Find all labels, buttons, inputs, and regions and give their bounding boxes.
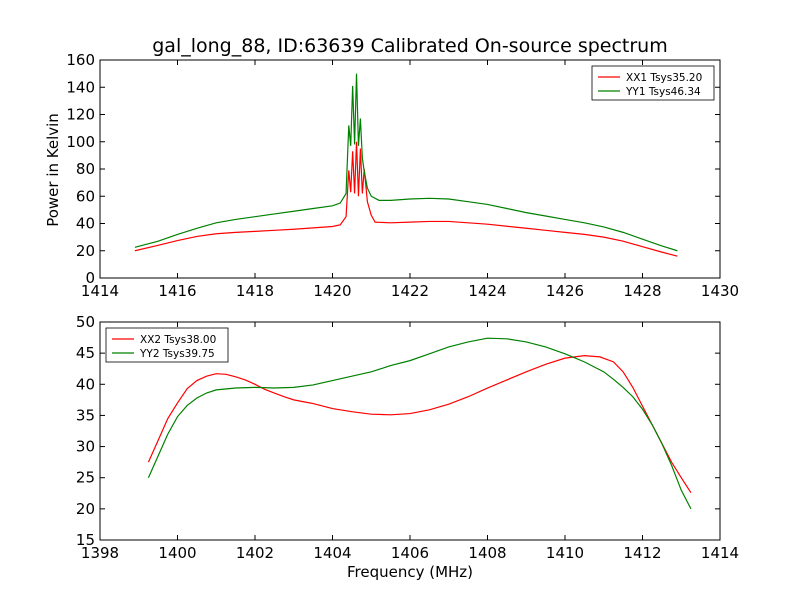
bottom-spectrum-panel: 1398 1400 1402 1404 1406 1408 1410 1412 1414 15 20… [76,313,739,562]
legend-box [105,327,229,363]
x-tick-label: 1406 [391,544,429,562]
legend: XX1 Tsys35.20 YY1 Tsys46.34 [591,65,715,101]
y-tick-label: 30 [76,438,95,456]
legend-label: YY2 Tsys39.75 [139,348,215,360]
series-line-xx [147,355,692,493]
x-axis-label: Frequency (MHz) [347,563,473,581]
y-tick-label: 140 [66,78,95,96]
y-tick-label: 80 [76,160,95,178]
y-tick-label: 40 [76,375,95,393]
y-tick-label: 20 [76,242,95,260]
x-tick-label: 1410 [546,544,584,562]
y-tick-label: 25 [76,469,95,487]
x-tick-label: 1420 [313,282,351,300]
y-tick-label: 0 [85,269,95,287]
y-tick-label: 20 [76,500,95,518]
x-tick-label: 1398 [81,544,119,562]
x-tick-label: 1418 [236,282,274,300]
y-tick-label: 160 [66,51,95,69]
series-line-yy [147,337,692,510]
x-tick-label: 1402 [236,544,274,562]
x-tick-label: 1430 [701,282,739,300]
x-tick-label: 1426 [546,282,584,300]
x-tick-label: 1408 [468,544,506,562]
legend-label: XX2 Tsys38.00 [140,334,216,346]
legend-box [591,65,715,101]
y-tick-label: 15 [76,531,95,549]
x-tick-label: 1412 [623,544,661,562]
y-tick-label: 120 [66,106,95,124]
chart-title: gal_long_88, ID:63639 Calibrated On-sour… [152,35,667,57]
y-tick-label: 60 [76,187,95,205]
x-tick-label: 1424 [468,282,506,300]
x-tick-label: 1400 [158,544,196,562]
y-tick-label: 45 [76,344,95,362]
y-tick-label: 40 [76,215,95,233]
x-tick-label: 1414 [701,544,739,562]
series-line-yy [134,73,678,252]
x-tick-label: 1416 [158,282,196,300]
top-spectrum-panel: 1414 1416 1418 1420 1422 1424 1426 1428 1430 0 20 4… [66,51,739,300]
y-tick-label: 35 [76,406,95,424]
x-tick-label: 1428 [623,282,661,300]
y-axis-label: Power in Kelvin [44,113,62,227]
x-tick-label: 1414 [81,282,119,300]
x-tick-label: 1404 [313,544,351,562]
legend: XX2 Tsys38.00 YY2 Tsys39.75 [105,327,229,363]
series-line-xx [134,141,678,257]
y-tick-label: 100 [66,133,95,151]
x-tick-label: 1422 [391,282,429,300]
y-tick-label: 50 [76,313,95,331]
legend-label: XX1 Tsys35.20 [626,72,702,84]
legend-label: YY1 Tsys46.34 [625,86,701,98]
